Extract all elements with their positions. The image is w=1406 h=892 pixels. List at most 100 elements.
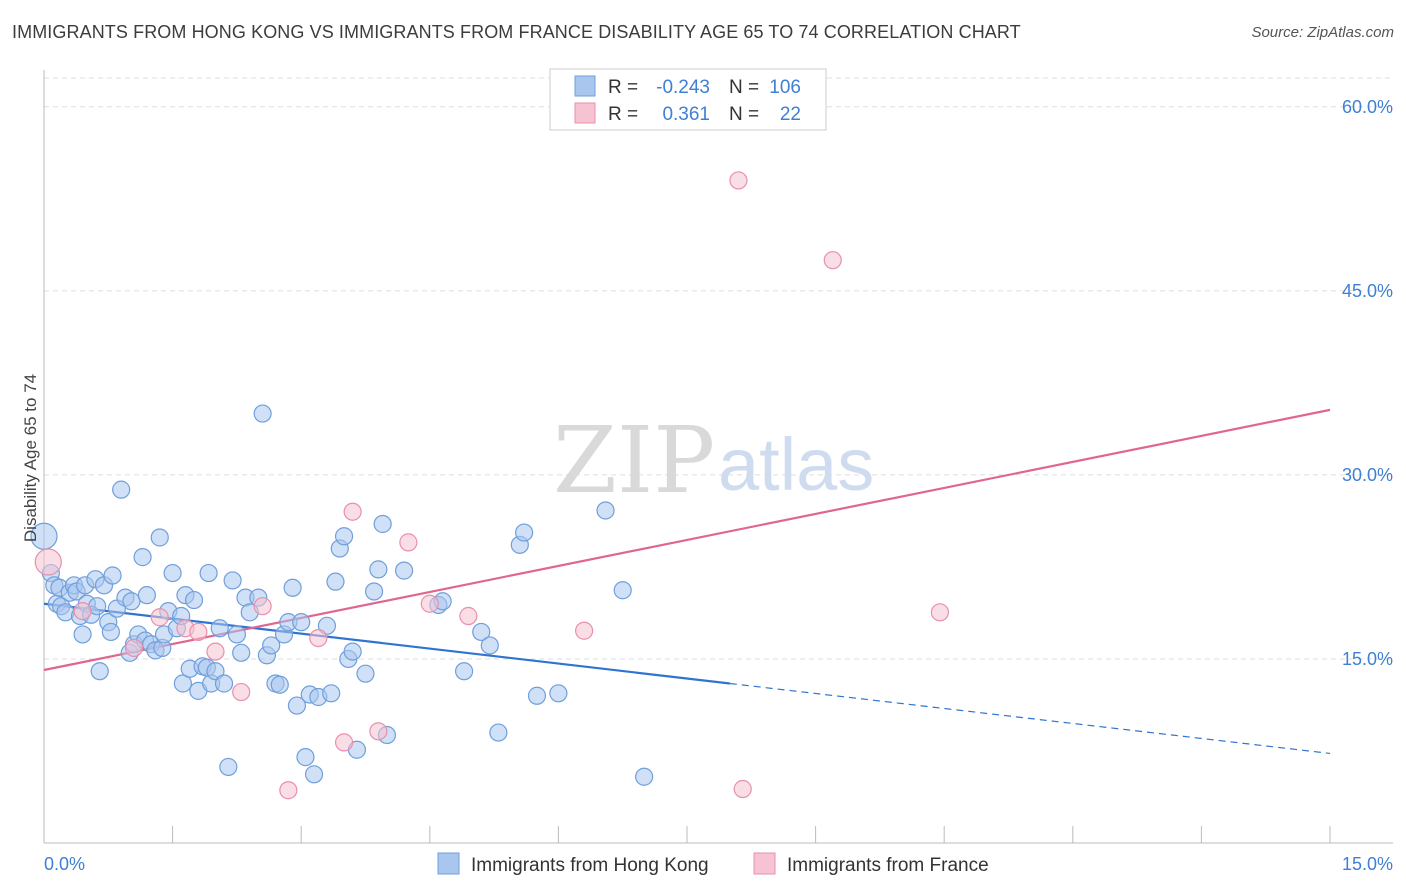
point-france <box>334 733 354 752</box>
legend-n-label-1: N = <box>729 77 759 98</box>
bottom-legend-label-france: Immigrants from France <box>787 855 989 876</box>
point-hong-kong <box>472 622 491 642</box>
data-points <box>30 171 950 800</box>
point-hong-kong <box>253 404 272 423</box>
legend-r-value-1: -0.243 <box>656 77 710 98</box>
watermark-atlas: atlas <box>718 423 874 506</box>
point-hong-kong <box>219 757 238 777</box>
point-hong-kong <box>394 561 414 580</box>
legend-swatch-blue <box>574 75 596 97</box>
point-hong-kong <box>356 664 375 683</box>
chart-title: IMMIGRANTS FROM HONG KONG VS IMMIGRANTS … <box>12 22 1021 42</box>
point-hong-kong <box>173 674 192 693</box>
legend-swatch-pink <box>574 102 596 124</box>
point-hong-kong <box>122 592 141 611</box>
bottom-legend-label-hong-kong: Immigrants from Hong Kong <box>471 855 709 876</box>
point-hong-kong <box>137 586 156 605</box>
point-hong-kong <box>322 684 341 703</box>
y-tick-label: 60.0% <box>1342 97 1393 117</box>
point-hong-kong <box>199 563 218 583</box>
point-hong-kong <box>223 571 242 590</box>
point-hong-kong <box>292 613 311 632</box>
point-hong-kong <box>150 528 169 547</box>
point-hong-kong <box>270 675 289 694</box>
point-france <box>253 597 272 616</box>
x-tick-min: 0.0% <box>44 854 85 874</box>
point-hong-kong <box>73 625 92 644</box>
point-hong-kong <box>90 662 109 681</box>
y-tick-label: 15.0% <box>1342 649 1393 669</box>
point-hong-kong <box>163 563 182 583</box>
point-hong-kong <box>210 619 229 638</box>
point-hong-kong <box>364 582 384 601</box>
point-hong-kong <box>304 765 324 784</box>
point-hong-kong <box>373 514 392 534</box>
point-hong-kong <box>489 723 508 742</box>
y-tick-label: 45.0% <box>1342 281 1393 301</box>
point-hong-kong <box>613 581 632 600</box>
bottom-legend-swatch-hong-kong <box>437 852 460 875</box>
point-hong-kong <box>317 616 337 635</box>
point-hong-kong <box>369 560 388 579</box>
bottom-legend-swatch-france <box>753 852 776 875</box>
legend-r-value-2: 0.361 <box>662 104 710 125</box>
point-france <box>189 622 208 642</box>
point-hong-kong <box>480 636 499 655</box>
point-france <box>34 548 62 576</box>
point-hong-kong <box>206 662 225 681</box>
point-hong-kong <box>214 674 234 693</box>
point-hong-kong <box>283 578 302 597</box>
point-hong-kong <box>527 686 547 705</box>
point-hong-kong <box>296 748 315 767</box>
point-france <box>459 606 478 626</box>
point-hong-kong <box>184 590 204 610</box>
point-france <box>150 608 169 627</box>
point-france <box>823 251 842 270</box>
y-tick-label: 30.0% <box>1342 465 1393 485</box>
point-france <box>575 621 594 640</box>
point-france <box>369 722 388 741</box>
point-hong-kong <box>515 523 534 542</box>
point-hong-kong <box>101 622 120 642</box>
point-france <box>206 642 225 661</box>
y-axis-title: Disability Age 65 to 74 <box>21 374 40 542</box>
point-hong-kong <box>343 642 362 661</box>
point-hong-kong <box>334 527 354 546</box>
point-hong-kong <box>262 636 281 655</box>
point-hong-kong <box>549 684 568 703</box>
point-hong-kong <box>133 548 152 567</box>
x-tick-max: 15.0% <box>1342 854 1393 874</box>
watermark-zip: ZIP <box>553 407 715 514</box>
point-france <box>733 779 752 799</box>
trend-line-hong-kong-extension <box>729 682 1331 755</box>
legend-box: R = -0.243 N = 106 R = 0.361 N = 22 <box>549 68 827 131</box>
point-france <box>279 781 298 800</box>
point-hong-kong <box>287 696 307 715</box>
point-france <box>309 628 328 648</box>
point-france <box>729 171 748 190</box>
legend-n-value-2: 22 <box>780 104 801 125</box>
trend-line-france <box>43 408 1331 672</box>
legend-n-value-1: 106 <box>769 77 801 98</box>
point-france <box>420 594 439 613</box>
point-hong-kong <box>227 625 246 644</box>
point-hong-kong <box>596 501 615 520</box>
legend-r-label-2: R = <box>608 104 638 125</box>
watermark: ZIP atlas <box>553 407 874 514</box>
point-france <box>232 682 251 702</box>
axes: 15.0% 30.0% 45.0% 60.0% <box>43 70 1393 844</box>
bottom-legend: Immigrants from Hong Kong Immigrants fro… <box>437 852 989 876</box>
point-hong-kong <box>326 572 345 591</box>
point-france <box>399 533 418 552</box>
source-label: Source: ZipAtlas.com <box>1251 24 1394 41</box>
point-france <box>73 601 92 621</box>
legend-r-label-1: R = <box>608 77 638 98</box>
point-hong-kong <box>454 662 474 681</box>
point-hong-kong <box>112 480 131 499</box>
legend-n-label-2: N = <box>729 104 759 125</box>
point-france <box>930 603 950 622</box>
point-france <box>124 638 144 658</box>
point-france <box>343 502 362 521</box>
point-hong-kong <box>103 566 122 585</box>
